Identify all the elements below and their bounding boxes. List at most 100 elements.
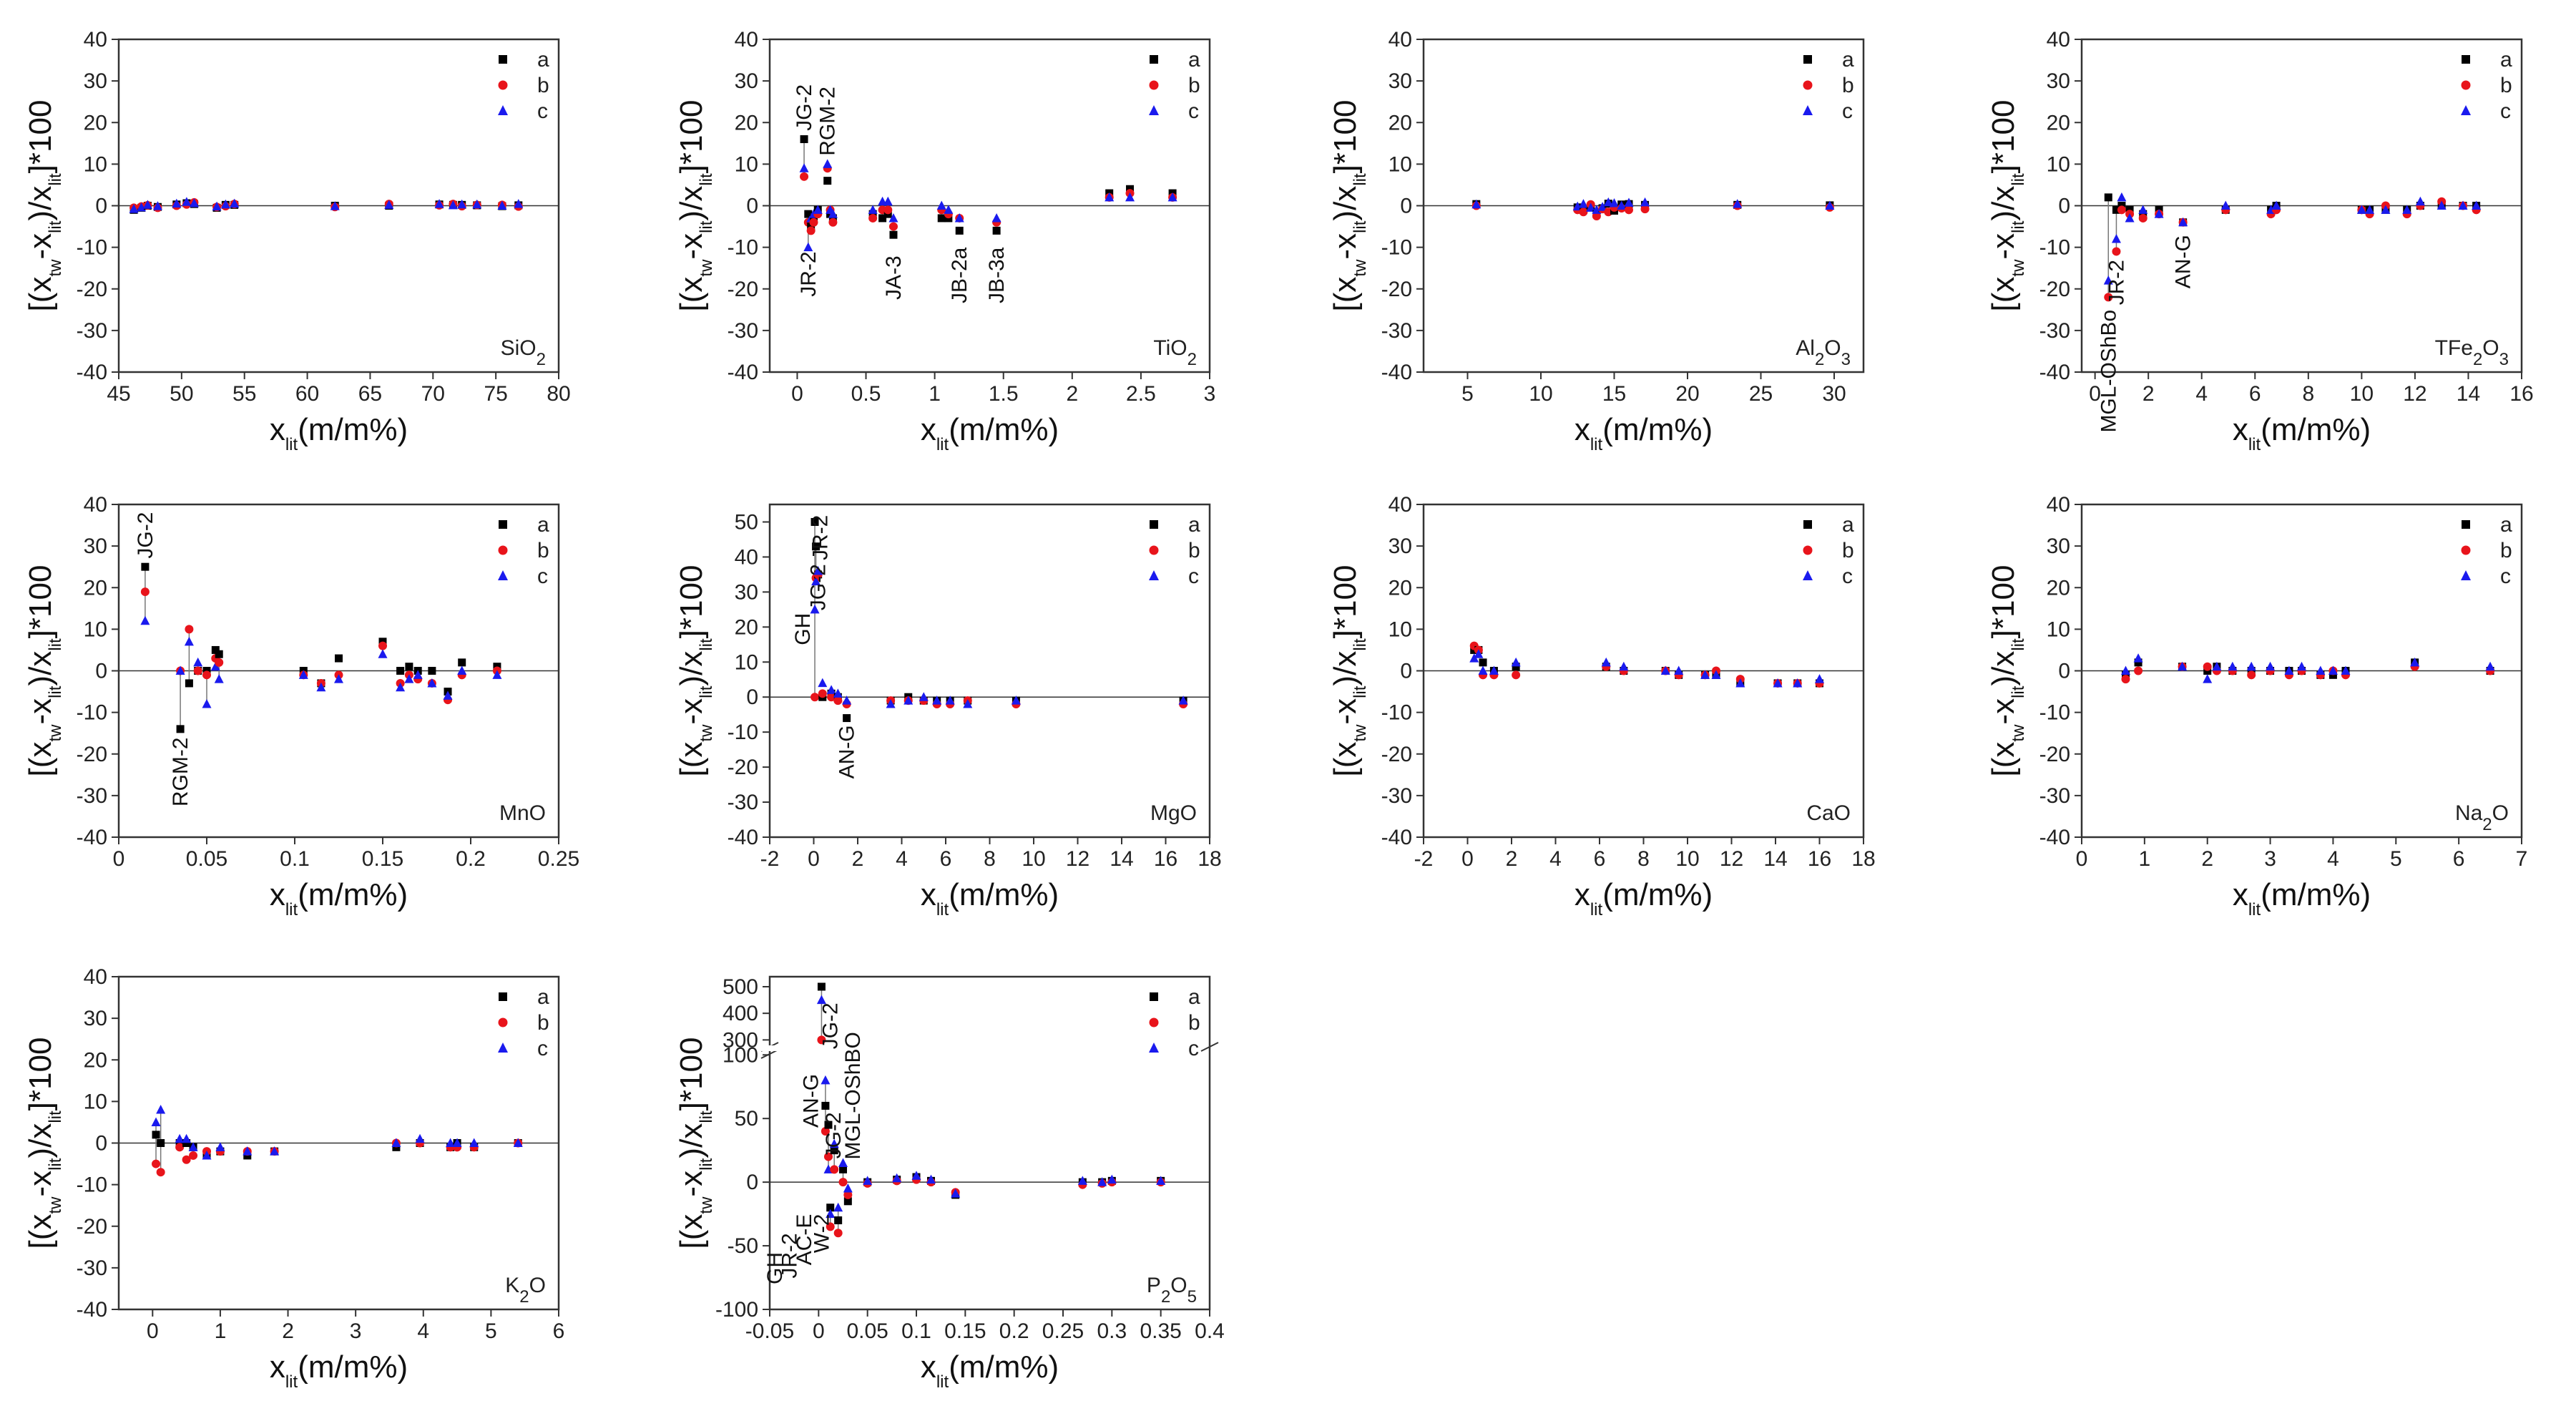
x-axis-title-base: x (921, 412, 936, 447)
annotation-label: RGM-2 (816, 87, 840, 156)
y-tick-label: 0 (95, 195, 107, 218)
x-tick-label: 1.5 (989, 382, 1019, 406)
point-a (830, 1146, 838, 1155)
y-tick-label: -100 (715, 1298, 758, 1322)
oxide-label: P2O5 (1147, 1274, 1197, 1307)
x-tick-label: 1 (215, 1319, 227, 1343)
oxide-label-main: Al (1796, 336, 1815, 360)
point-a (335, 654, 343, 663)
y-tick-label: 10 (84, 1090, 107, 1113)
y-axis-title-part: [(x (674, 277, 709, 312)
y-tick-label: -40 (77, 361, 107, 384)
x-tick-label: 0 (113, 847, 125, 871)
y-axis-title-part: -x (674, 1171, 709, 1197)
point-c (210, 661, 220, 671)
point-c (182, 197, 192, 206)
point-c (2178, 217, 2188, 227)
point-b (189, 1151, 198, 1160)
point-c (193, 657, 203, 667)
x-tick-label: 5 (485, 1319, 497, 1343)
legend-label: a (1842, 513, 1854, 537)
y-tick-label: 40 (735, 28, 758, 52)
point-c (243, 1146, 253, 1156)
point-a (176, 725, 185, 733)
y-tick-label: -40 (728, 826, 758, 849)
y-axis-title-sub: tw (1351, 259, 1370, 277)
point-b (2138, 213, 2148, 223)
legend-marker-square (2462, 520, 2470, 529)
y-axis-title-part: [(x (674, 742, 709, 777)
x-tick-label: 4 (896, 847, 908, 871)
annotation-label: GH (763, 1252, 787, 1284)
x-tick-label: 12 (1066, 847, 1089, 871)
point-c (513, 1138, 523, 1147)
point-c (396, 682, 406, 692)
y-tick-label: 30 (2047, 534, 2070, 558)
y-tick-label: 0 (2058, 195, 2070, 218)
plot-frame (768, 975, 1211, 1311)
oxide-label-main: SiO (501, 336, 537, 360)
legend-marker-circle (1149, 80, 1159, 90)
oxide-label-sub: 2 (1161, 1287, 1170, 1307)
y-axis-title-part: ]*100 (1986, 565, 2021, 639)
x-tick-label: 0.15 (944, 1319, 986, 1343)
point-b (215, 658, 224, 667)
y-tick-label: 20 (2047, 576, 2070, 600)
y-tick-label: 0 (746, 685, 758, 709)
point-c (842, 695, 852, 705)
y-tick-label: 40 (1389, 28, 1412, 52)
point-c (2220, 200, 2230, 210)
point-c (2138, 205, 2148, 214)
panel-4: 0 0.05 0.1 0.15 0.2 0.25 -40 -30 -20 -10 0 10 20 30 40… (23, 493, 579, 919)
y-axis-title-sub: lit (46, 220, 65, 233)
x-tick-label: 0 (1461, 847, 1474, 871)
point-c (2111, 234, 2121, 243)
y-tick-label: -30 (1381, 784, 1412, 808)
x-tick-label: 6 (2453, 847, 2465, 871)
point-c (457, 665, 467, 675)
panel-0: 45 50 55 60 65 70 75 80-40-30-20-10010203040xli… (23, 28, 571, 454)
y-axis-title-part: ]*100 (23, 100, 58, 174)
x-tick-label: 70 (421, 382, 445, 406)
point-b (185, 625, 194, 634)
panel-2: 5 10 15 20 25 30-40-30-20-10010203040xlit(m/m… (1328, 28, 1865, 454)
point-b (1592, 212, 1601, 221)
point-c (2458, 200, 2468, 210)
point-a (396, 667, 405, 675)
point-c (492, 670, 502, 679)
annotation-label: JR-2 (2105, 260, 2128, 305)
point-c (172, 198, 182, 208)
legend-label: a (537, 513, 549, 537)
legend-label: c (1842, 99, 1853, 123)
point-c (1156, 1176, 1166, 1185)
oxide-label-main: P (1147, 1274, 1161, 1297)
y-axis-title-sub: lit (46, 1110, 65, 1123)
x-tick-label: 0 (147, 1319, 159, 1343)
x-tick-label: 14 (1110, 847, 1133, 871)
y-axis-title: [(xtw-xlit)/xlit]*100 (23, 1038, 65, 1249)
y-axis-title-sub: tw (2009, 724, 2028, 742)
y-tick-label: -40 (77, 826, 107, 849)
legend-label: c (537, 1037, 548, 1060)
point-c (1815, 674, 1824, 683)
x-axis-title-base: x (270, 877, 285, 912)
y-tick-label: -10 (77, 1173, 107, 1197)
legend-label: a (2500, 513, 2512, 537)
y-tick-label: -10 (77, 236, 107, 260)
point-c (137, 202, 147, 212)
y-axis-title-part: [(x (23, 742, 58, 777)
y-axis-title-sub: lit (2009, 638, 2028, 651)
x-axis-title-sub: lit (936, 1372, 949, 1392)
y-tick-label: 300 (723, 1028, 758, 1052)
x-axis-title-base: x (1575, 877, 1590, 912)
legend-marker-circle (498, 1017, 508, 1027)
point-b (827, 693, 836, 702)
legend-marker-triangle (498, 105, 508, 115)
x-tick-label: 4 (2327, 847, 2339, 871)
legend-marker-square (2462, 55, 2470, 64)
y-tick-label: -20 (77, 1215, 107, 1239)
point-a (937, 214, 946, 223)
legend-marker-circle (1149, 1017, 1159, 1027)
point-b (2104, 293, 2113, 302)
